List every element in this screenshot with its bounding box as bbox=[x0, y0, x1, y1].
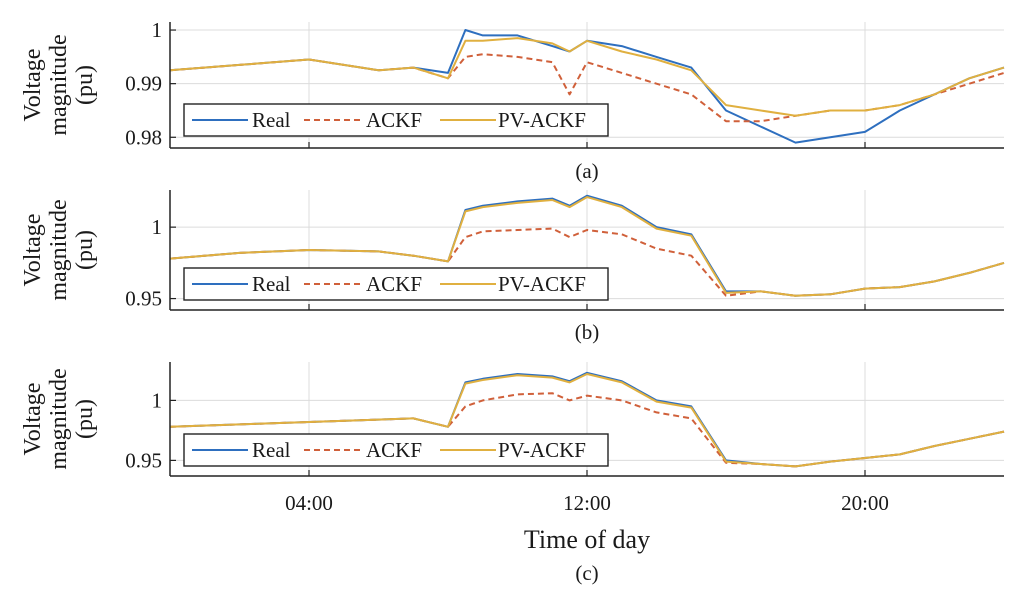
legend-label-pv-ackf: PV-ACKF bbox=[498, 272, 586, 296]
x-tick-label: 04:00 bbox=[285, 491, 333, 515]
y-axis-label: Voltage magnitude (pu) bbox=[20, 199, 98, 300]
legend-label-real: Real bbox=[252, 438, 291, 462]
y-tick-label: 0.95 bbox=[125, 287, 162, 311]
legend-box bbox=[183, 433, 609, 467]
y-axis-label-line: Voltage bbox=[20, 383, 46, 456]
y-axis-label-line: (pu) bbox=[72, 399, 98, 439]
y-tick-label: 1 bbox=[152, 18, 163, 42]
legend-label-pv-ackf: PV-ACKF bbox=[498, 438, 586, 462]
panel-caption: (c) bbox=[575, 561, 598, 585]
legend-label-ackf: ACKF bbox=[366, 108, 422, 132]
series-line-pv-ackf bbox=[169, 37, 1005, 117]
y-axis-label-line: magnitude bbox=[46, 199, 72, 300]
legend-label-ackf: ACKF bbox=[366, 272, 422, 296]
y-axis-label-line: magnitude bbox=[46, 368, 72, 469]
y-tick-label: 0.99 bbox=[125, 72, 162, 96]
series-line-pv-ackf bbox=[169, 196, 1005, 297]
y-axis-label-line: Voltage bbox=[20, 214, 46, 287]
legend-box bbox=[183, 103, 609, 137]
legend-box bbox=[183, 267, 609, 301]
legend-label-real: Real bbox=[252, 272, 291, 296]
y-tick-label: 0.95 bbox=[125, 448, 162, 472]
y-axis-label: Voltage magnitude (pu) bbox=[20, 34, 98, 135]
y-axis-label-line: Voltage bbox=[20, 49, 46, 122]
y-axis-label-line: magnitude bbox=[46, 34, 72, 135]
y-axis-label-line: (pu) bbox=[72, 230, 98, 270]
legend-label-ackf: ACKF bbox=[366, 438, 422, 462]
y-tick-label: 0.98 bbox=[125, 125, 162, 149]
y-axis-label: Voltage magnitude (pu) bbox=[20, 368, 98, 469]
panel-caption: (b) bbox=[575, 320, 600, 344]
legend-label-pv-ackf: PV-ACKF bbox=[498, 108, 586, 132]
y-tick-label: 1 bbox=[152, 215, 163, 239]
x-tick-label: 20:00 bbox=[841, 491, 889, 515]
y-axis-label-line: (pu) bbox=[72, 65, 98, 105]
x-tick-label: 12:00 bbox=[563, 491, 611, 515]
panel-caption: (a) bbox=[575, 159, 598, 183]
x-axis-label: Time of day bbox=[524, 525, 650, 554]
y-tick-label: 1 bbox=[152, 388, 163, 412]
legend-label-real: Real bbox=[252, 108, 291, 132]
series-line-pv-ackf bbox=[169, 373, 1005, 468]
